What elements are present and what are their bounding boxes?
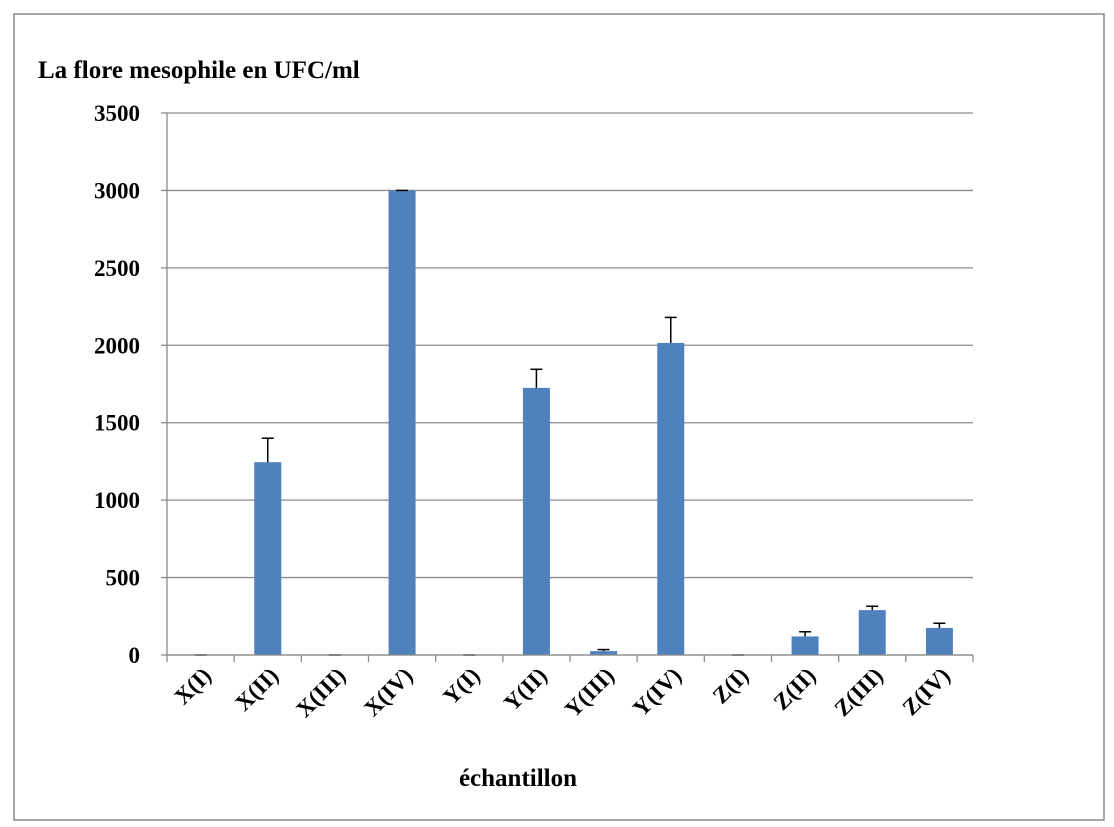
bar	[858, 610, 886, 655]
bar	[791, 636, 819, 655]
bar	[522, 387, 550, 655]
bar	[254, 462, 282, 655]
y-tick-label: 500	[106, 566, 141, 591]
chart-title: La flore mesophile en UFC/ml	[38, 57, 360, 84]
bar	[925, 627, 953, 655]
bar	[657, 342, 685, 655]
y-tick-label: 0	[129, 643, 141, 668]
x-axis-title: échantillon	[459, 765, 577, 792]
y-tick-label: 3000	[94, 178, 140, 203]
y-tick-label: 3500	[94, 101, 140, 126]
y-tick-label: 1000	[94, 488, 140, 513]
bar	[388, 190, 416, 655]
y-tick-label: 2000	[94, 333, 140, 358]
y-tick-label: 2500	[94, 256, 140, 281]
chart-frame	[13, 13, 1105, 821]
bar	[590, 651, 618, 655]
y-tick-label: 1500	[94, 411, 140, 436]
